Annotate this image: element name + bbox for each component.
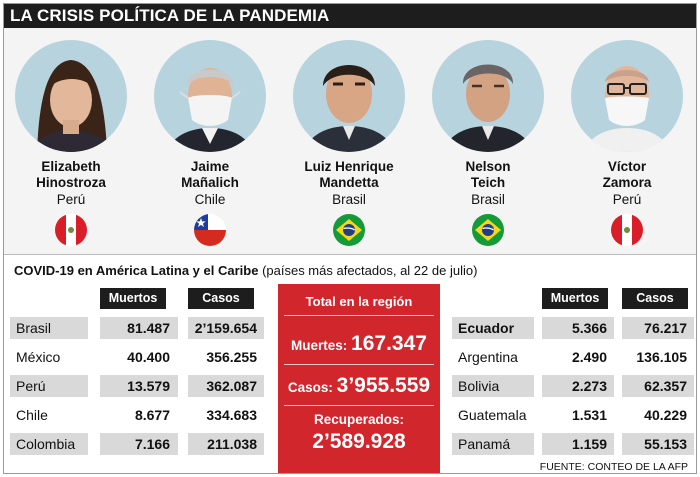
casos-value: 55.153 (644, 436, 687, 452)
person-last-name: Hinostroza (36, 175, 106, 190)
casos-value: 356.255 (206, 349, 257, 365)
portrait-man-mask-glasses (571, 40, 683, 152)
section-title-bold: COVID-19 en América Latina y el Caribe (14, 263, 259, 278)
person-first-name: Víctor (607, 159, 647, 174)
casos-value: 362.087 (206, 378, 257, 394)
casos-value: 211.038 (207, 436, 257, 452)
brazil-flag-icon (333, 214, 365, 246)
person-country: Perú (56, 192, 86, 207)
page-title: LA CRISIS POLÍTICA DE LA PANDEMIA (10, 6, 330, 25)
muertos-value: 40.400 (127, 349, 170, 365)
casos-value: 76.217 (644, 320, 687, 336)
right-casos-header: Casos (622, 288, 688, 309)
muertos-value: 13.579 (127, 378, 170, 394)
muertos-value: 2.490 (571, 349, 607, 365)
left-casos-header: Casos (188, 288, 254, 309)
country-name: Argentina (458, 349, 518, 365)
person-card: Elizabeth Hinostroza Perú (11, 40, 131, 246)
muertos-value: 1.531 (571, 407, 607, 423)
country-name: Chile (16, 407, 48, 423)
muertos-value: 2.273 (571, 378, 607, 394)
muertos-value: 7.166 (134, 436, 170, 452)
total-muertes-label: Muertes: (291, 338, 352, 353)
portrait-man (293, 40, 405, 152)
person-card: Nelson Teich Brasil (428, 40, 548, 246)
region-total-box: Total en la región Muertes: 167.347 Caso… (278, 284, 440, 473)
portrait-woman (15, 40, 127, 152)
portrait-man-mask (154, 40, 266, 152)
country-name: Perú (16, 378, 46, 394)
person-country: Brasil (471, 192, 505, 207)
portrait-man (432, 40, 544, 152)
country-name: Colombia (16, 436, 76, 452)
person-last-name: Mañalich (181, 175, 239, 190)
person-card: Víctor Zamora Perú (567, 40, 687, 246)
casos-value: 2’159.654 (194, 320, 257, 336)
person-country: Chile (194, 192, 226, 207)
muertos-value: 1.159 (571, 436, 607, 452)
total-casos-label: Casos: (287, 380, 337, 395)
person-country: Perú (612, 192, 642, 207)
country-name: Bolivia (458, 378, 500, 394)
section-divider (4, 254, 696, 255)
person-first-name: Nelson (465, 159, 511, 174)
ministers-panel: Elizabeth Hinostroza Perú (4, 28, 696, 254)
left-muertos-header: Muertos (100, 288, 166, 309)
casos-value: 136.105 (636, 349, 687, 365)
peru-flag-icon (55, 214, 87, 246)
casos-value: 62.357 (644, 378, 687, 394)
muertos-value: 5.366 (571, 320, 607, 336)
total-recuperados-label: Recuperados: (313, 412, 405, 427)
casos-value: 334.683 (206, 407, 257, 423)
casos-value: 40.229 (644, 407, 687, 423)
person-last-name: Mandetta (319, 175, 379, 190)
muertos-value: 8.677 (134, 407, 170, 423)
brazil-flag-icon (472, 214, 504, 246)
chile-flag-icon (194, 214, 226, 246)
title-bar: LA CRISIS POLÍTICA DE LA PANDEMIA (4, 4, 696, 28)
muertos-value: 81.487 (127, 320, 170, 336)
section-title-rest: (países más afectados, al 22 de julio) (258, 263, 478, 278)
total-casos-value: 3’955.559 (336, 374, 431, 397)
country-name: Brasil (16, 320, 52, 336)
person-country: Brasil (332, 192, 366, 207)
right-muertos-header: Muertos (542, 288, 608, 309)
total-casos: Casos: 3’955.559 (278, 374, 440, 398)
country-name: México (16, 349, 61, 365)
person-first-name: Elizabeth (41, 159, 101, 174)
source-note: FUENTE: CONTEO DE LA AFP (539, 461, 688, 473)
country-name: Panamá (458, 436, 511, 452)
total-heading: Total en la región (305, 294, 413, 309)
total-muertes-value: 167.347 (351, 332, 427, 355)
total-muertes: Muertes: 167.347 (278, 332, 440, 356)
person-first-name: Jaime (190, 159, 230, 174)
person-last-name: Zamora (602, 175, 652, 190)
section-title: COVID-19 en América Latina y el Caribe (… (14, 263, 477, 278)
person-card: Jaime Mañalich Chile (150, 40, 270, 246)
person-first-name: Luiz Henrique (304, 159, 394, 174)
peru-flag-icon (611, 214, 643, 246)
country-name: Guatemala (458, 407, 527, 423)
total-recuperados-value: 2’589.928 (312, 430, 406, 453)
country-name: Ecuador (458, 320, 515, 336)
person-last-name: Teich (470, 175, 506, 190)
person-card: Luiz Henrique Mandetta Brasil (289, 40, 409, 246)
infographic: LA CRISIS POLÍTICA DE LA PANDEMIA Elizab… (3, 3, 697, 474)
